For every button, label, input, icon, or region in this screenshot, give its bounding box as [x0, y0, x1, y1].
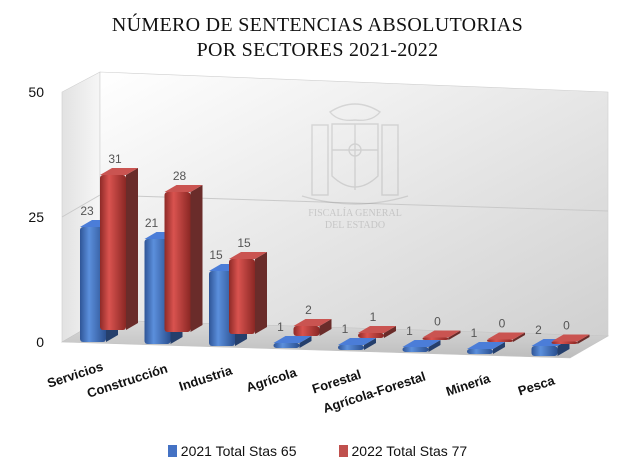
x-tick-label: Pesca: [516, 372, 557, 398]
bar-front: [467, 349, 493, 354]
bar-front: [209, 271, 235, 346]
data-label-2022: 0: [434, 315, 441, 329]
legend-item-2022: 2022 Total Stas 77: [338, 443, 468, 459]
bar-top: [358, 326, 396, 333]
bar-top: [467, 342, 505, 349]
bar-side: [513, 332, 525, 342]
bar-front: [164, 192, 191, 332]
data-label-2022: 28: [173, 169, 187, 183]
data-label-2021: 21: [145, 216, 159, 230]
bar-front: [551, 341, 578, 344]
bar-2022-Forestal: [358, 326, 396, 338]
data-label-2021: 1: [277, 320, 284, 334]
bar-top: [551, 334, 590, 342]
bar-side: [448, 330, 461, 340]
bar-front: [273, 343, 300, 348]
bar-2022-Pesca: [551, 334, 590, 344]
bar-2022-Industria: [229, 252, 267, 334]
data-label-2022: 0: [499, 317, 506, 331]
bar-2022-Construcción: [164, 185, 203, 332]
bar-front: [358, 333, 384, 338]
legend: 2021 Total Stas 65 2022 Total Stas 77: [0, 443, 635, 459]
bar-front: [338, 345, 364, 350]
bar-front: [229, 259, 255, 334]
data-label-2021: 1: [471, 326, 478, 340]
bar-side: [299, 336, 312, 348]
bar-2022-Servicios: [100, 168, 138, 330]
legend-item-2021: 2021 Total Stas 65: [167, 443, 297, 459]
bar-2022-Agrícola: [293, 319, 332, 336]
bar-front: [80, 227, 106, 342]
bar-side: [255, 252, 267, 334]
gridline-side: [61, 194, 101, 218]
bar-top: [273, 336, 312, 343]
y-tick-label: 50: [28, 84, 44, 100]
bar-top: [164, 185, 203, 192]
data-label-2021: 23: [80, 204, 94, 218]
bar-2021-Agrícola: [273, 336, 312, 348]
bar-2022-Agrícola-Forestal: [422, 330, 461, 340]
y-tick-label: 0: [36, 334, 44, 350]
bar-side: [428, 340, 441, 352]
legend-label-2021: 2021 Total Stas 65: [180, 443, 297, 459]
chart-title-line-2: POR SECTORES 2021-2022: [196, 39, 439, 61]
x-tick-label: Agrícola: [244, 364, 299, 395]
chart-title-line-1: NÚMERO DE SENTENCIAS ABSOLUTORIAS: [111, 14, 524, 36]
bar-side: [319, 319, 332, 336]
watermark-text-2: DEL ESTADO: [325, 220, 385, 231]
bar-front: [531, 346, 558, 356]
bar-top: [338, 338, 376, 345]
bar-side: [126, 168, 138, 330]
bar-side: [577, 334, 590, 344]
legend-swatch-2021: [167, 445, 177, 457]
bar-side: [384, 326, 396, 338]
bar-side: [493, 342, 505, 354]
data-label-2022: 1: [370, 310, 377, 324]
data-label-2022: 2: [305, 303, 312, 317]
bar-front: [402, 347, 429, 352]
data-label-2022: 0: [563, 319, 570, 333]
bar-2021-Agrícola-Forestal: [402, 340, 441, 352]
bar-top: [229, 252, 267, 259]
bar-front: [144, 239, 171, 344]
legend-swatch-2022: [338, 445, 348, 457]
data-label-2021: 1: [406, 324, 413, 338]
data-label-2021: 1: [342, 322, 349, 336]
bar-top: [293, 319, 332, 326]
bar-top: [487, 332, 525, 340]
data-label-2021: 2: [535, 323, 542, 337]
y-axis: 0 25 50: [28, 84, 44, 350]
bar-side: [364, 338, 376, 350]
bar-top: [422, 330, 461, 338]
x-tick-label: Minería: [444, 370, 493, 399]
bar-top: [402, 340, 441, 347]
bar-2022-Minería: [487, 332, 525, 342]
watermark-text-1: FISCALÍA GENERAL: [308, 207, 402, 219]
bar-front: [100, 175, 126, 330]
x-tick-label: Industria: [177, 362, 235, 393]
y-tick-label: 25: [28, 209, 44, 225]
watermark-seal: FISCALÍA GENERAL DEL ESTADO: [301, 103, 409, 231]
data-label-2022: 15: [237, 236, 251, 250]
data-label-2021: 15: [209, 248, 223, 262]
bar-2021-Forestal: [338, 338, 376, 350]
bar-front: [422, 337, 449, 340]
legend-label-2022: 2022 Total Stas 77: [351, 443, 468, 459]
bar-front: [487, 339, 513, 342]
bar-top: [100, 168, 138, 175]
data-label-2022: 31: [108, 152, 122, 166]
bar-2021-Minería: [467, 342, 505, 354]
bar-side: [190, 185, 203, 332]
bar-front: [293, 326, 320, 336]
